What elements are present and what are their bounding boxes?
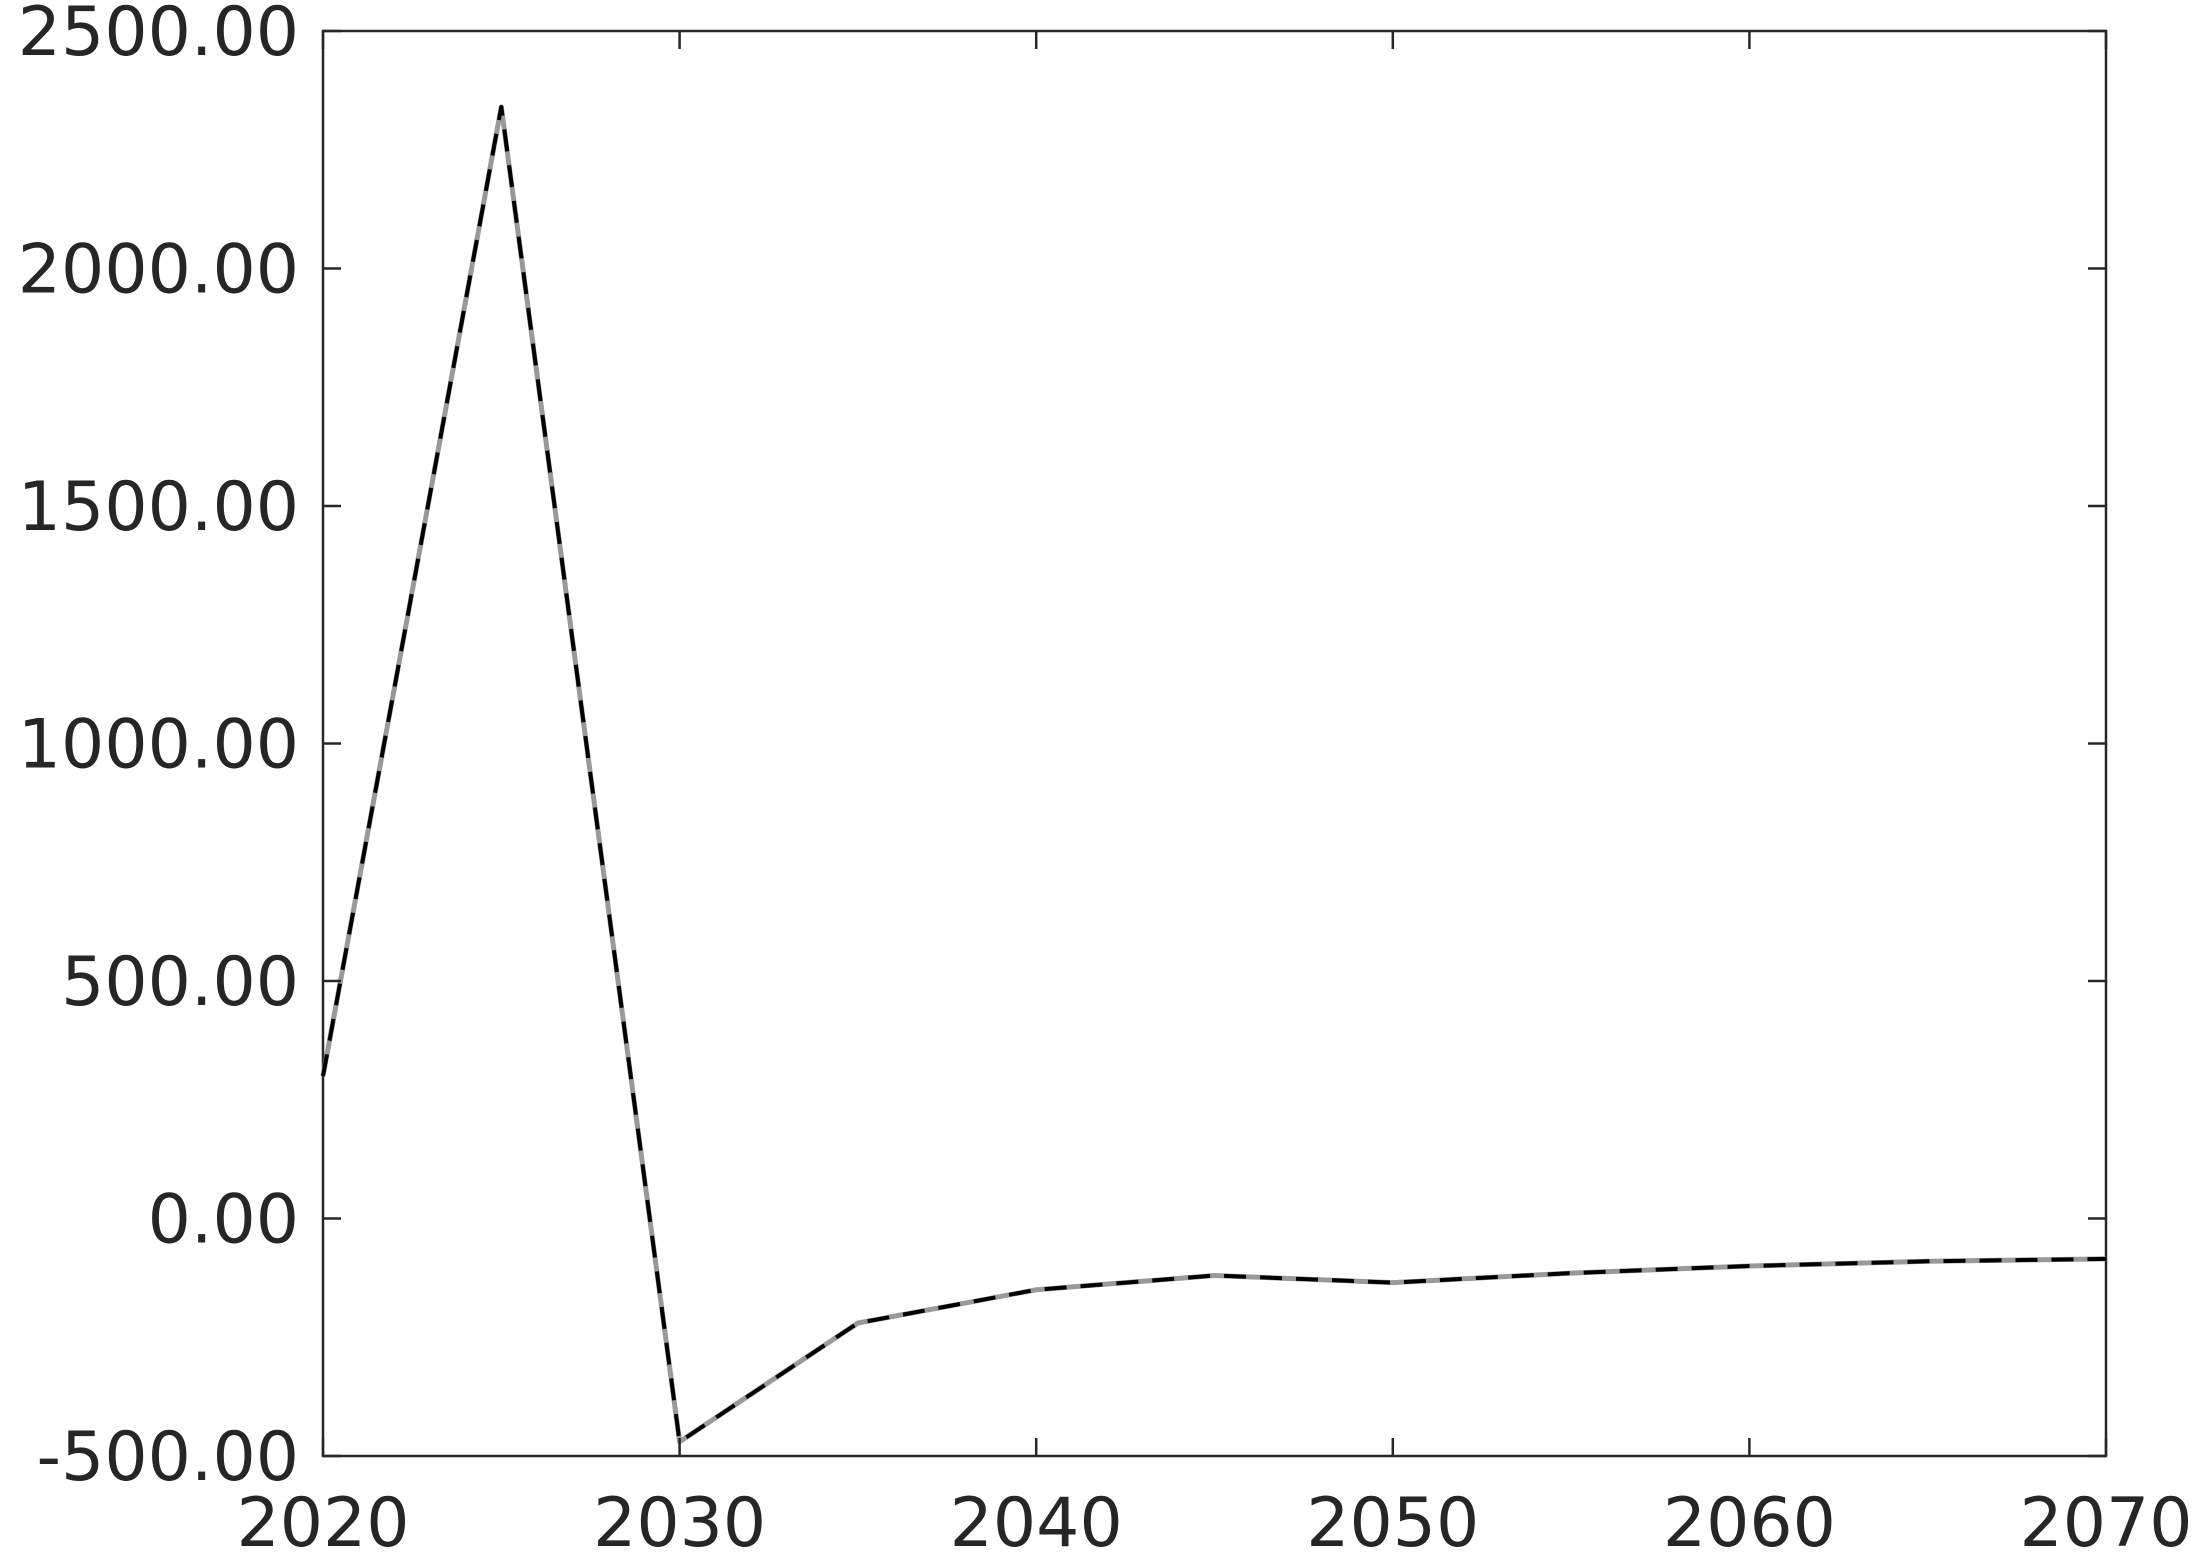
x-tick-label: 2060 — [1663, 1484, 1836, 1554]
x-tick-label: 2020 — [236, 1484, 409, 1554]
y-tick-label: 2000.00 — [18, 231, 299, 310]
y-tick-label: -500.00 — [37, 1418, 299, 1497]
y-tick-label: 2500.00 — [18, 0, 299, 72]
ticks-layer — [321, 29, 2108, 1458]
axes-frame — [321, 29, 2108, 1458]
x-tick-label: 2040 — [950, 1484, 1123, 1554]
plot-area — [321, 29, 2108, 1458]
series-line-2 — [321, 105, 2107, 1444]
y-tick-label: 1500.00 — [18, 468, 299, 547]
x-tick-label: 2050 — [1306, 1484, 1479, 1554]
series-layer — [320, 104, 2107, 1445]
x-tick-label: 2070 — [2019, 1484, 2192, 1554]
x-tick-label: 2030 — [593, 1484, 766, 1554]
y-tick-label: 0.00 — [148, 1181, 299, 1260]
y-tick-label: 500.00 — [61, 943, 299, 1022]
y-tick-label: 1000.00 — [18, 706, 299, 785]
tick-labels-layer: -500.00 0.00 500.00 1000.00 1500.00 2000.00 25… — [18, 0, 2193, 1554]
